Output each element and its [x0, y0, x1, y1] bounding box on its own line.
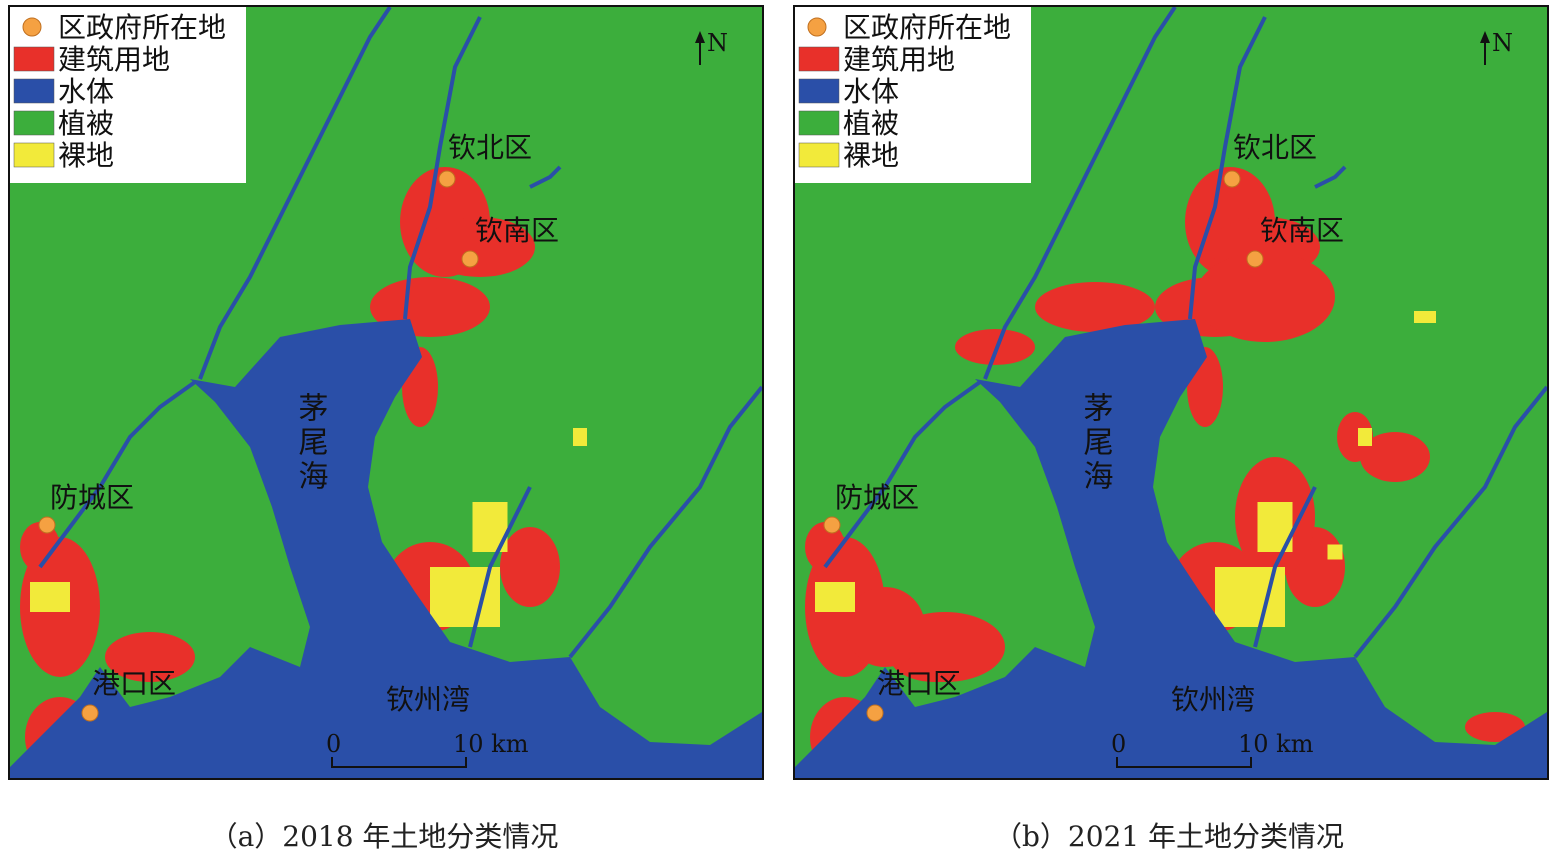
built-up-area: [500, 527, 560, 607]
legend-label: 建筑用地: [58, 43, 170, 76]
built-up-area: [805, 522, 845, 572]
scale-end: 10 km: [1238, 730, 1314, 758]
legend-marker: [807, 17, 827, 37]
sea: [795, 319, 1547, 778]
place-label: 钦北区: [1233, 131, 1317, 164]
water-label: 茅尾海: [1078, 392, 1114, 494]
river: [1253, 486, 1317, 648]
river: [983, 7, 1177, 380]
legend-label: 裸地: [843, 139, 899, 172]
river: [403, 16, 482, 320]
scale-bar: [331, 757, 467, 768]
government-seat: [823, 516, 841, 534]
legend-label: 建筑用地: [843, 43, 955, 76]
built-up-area: [20, 522, 60, 572]
place-label: 钦北区: [448, 131, 532, 164]
bare-land: [815, 582, 855, 612]
government-seat: [461, 250, 479, 268]
government-seat: [438, 170, 456, 188]
government-seat: [1223, 170, 1241, 188]
north-label: N: [707, 29, 728, 57]
river: [1188, 16, 1267, 320]
map-panel: 区政府所在地 建筑用地 水体 植被 裸地 N 钦北区钦南区防城区港口区 茅尾海钦州湾 0 10 k…: [793, 5, 1549, 780]
sea: [10, 319, 762, 778]
river: [468, 486, 532, 648]
water-label: 茅尾海: [293, 392, 329, 494]
north-arrow-head: [1480, 31, 1490, 43]
government-seat: [1246, 250, 1264, 268]
scale-start: 0: [326, 730, 341, 758]
water-label: 钦州湾: [1171, 683, 1255, 716]
place-label: 钦南区: [475, 214, 559, 247]
bare-land: [573, 428, 587, 446]
legend-label: 区政府所在地: [58, 11, 226, 44]
caption: （b）2021 年土地分类情况: [993, 820, 1345, 853]
built-up-area: [1195, 252, 1335, 342]
river: [823, 380, 982, 569]
caption: （a）2018 年土地分类情况: [209, 820, 559, 853]
scale-bar: [1116, 757, 1252, 768]
legend-label: 水体: [843, 75, 899, 108]
river: [198, 7, 392, 380]
legend-label: 区政府所在地: [843, 11, 1011, 44]
north-arrow-head: [695, 31, 705, 43]
legend-swatch: [13, 142, 55, 168]
legend-label: 裸地: [58, 139, 114, 172]
legend-swatch: [13, 46, 55, 72]
legend-label: 植被: [843, 107, 899, 140]
place-label: 防城区: [835, 481, 919, 514]
bare-land: [30, 582, 70, 612]
legend-swatch: [798, 78, 840, 104]
place-label: 港口区: [92, 667, 176, 700]
built-up-area: [1035, 282, 1155, 332]
bare-land: [1358, 428, 1372, 446]
bare-land: [1327, 544, 1343, 560]
north-label: N: [1492, 29, 1513, 57]
built-up-area: [1337, 412, 1373, 462]
bare-land: [1414, 311, 1436, 323]
place-label: 防城区: [50, 481, 134, 514]
river: [1314, 165, 1347, 189]
built-up-area: [1465, 712, 1525, 742]
legend-swatch: [798, 142, 840, 168]
legend-label: 植被: [58, 107, 114, 140]
legend-swatch: [798, 110, 840, 136]
built-up-area: [1360, 432, 1430, 482]
government-seat: [81, 704, 99, 722]
place-label: 港口区: [877, 667, 961, 700]
river: [1353, 385, 1547, 659]
legend-swatch: [13, 78, 55, 104]
river: [568, 385, 762, 659]
legend-swatch: [13, 110, 55, 136]
government-seat: [38, 516, 56, 534]
scale-start: 0: [1111, 730, 1126, 758]
river: [38, 380, 197, 569]
map-panel: 区政府所在地 建筑用地 水体 植被 裸地 N 钦北区钦南区防城区港口区 茅尾海钦州湾 0 10 k…: [8, 5, 764, 780]
legend-swatch: [798, 46, 840, 72]
river: [529, 165, 562, 189]
place-label: 钦南区: [1260, 214, 1344, 247]
government-seat: [866, 704, 884, 722]
scale-end: 10 km: [453, 730, 529, 758]
built-up-area: [105, 632, 195, 682]
water-label: 钦州湾: [386, 683, 470, 716]
legend-label: 水体: [58, 75, 114, 108]
built-up-area: [845, 587, 925, 667]
built-up-area: [955, 329, 1035, 365]
built-up-area: [425, 217, 535, 277]
legend-marker: [22, 17, 42, 37]
